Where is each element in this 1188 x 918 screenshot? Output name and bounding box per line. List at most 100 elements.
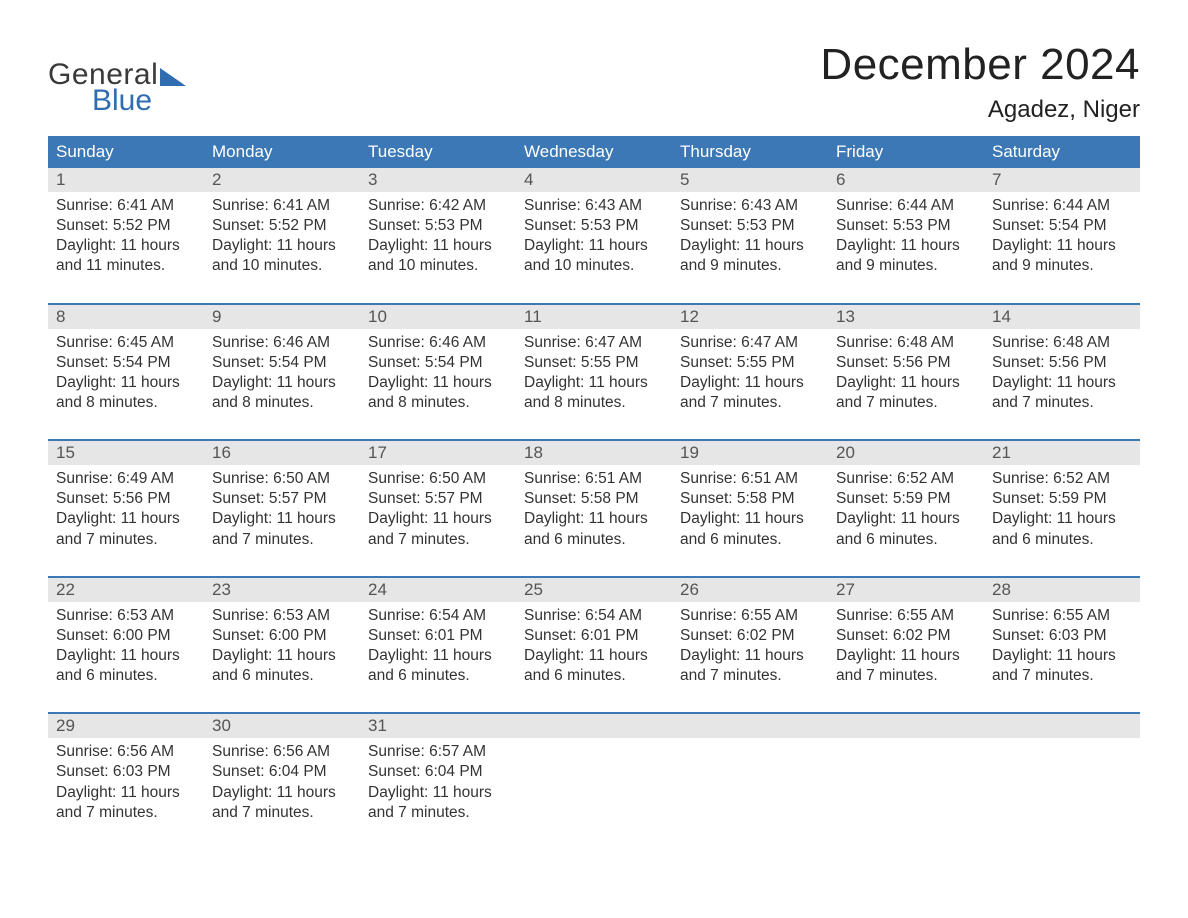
- date-cell: 1: [48, 168, 204, 192]
- day-header-cell: Monday: [204, 136, 360, 168]
- sunset-line: Sunset: 5:53 PM: [680, 216, 820, 236]
- week-block: 1234567Sunrise: 6:41 AMSunset: 5:52 PMDa…: [48, 168, 1140, 277]
- detail-cell: Sunrise: 6:55 AMSunset: 6:03 PMDaylight:…: [984, 602, 1140, 687]
- detail-cell: Sunrise: 6:54 AMSunset: 6:01 PMDaylight:…: [516, 602, 672, 687]
- detail-cell: Sunrise: 6:43 AMSunset: 5:53 PMDaylight:…: [516, 192, 672, 277]
- detail-cell: Sunrise: 6:53 AMSunset: 6:00 PMDaylight:…: [48, 602, 204, 687]
- daylight-line: Daylight: 11 hours and 6 minutes.: [524, 646, 664, 686]
- date-cell: 8: [48, 305, 204, 329]
- daylight-line: Daylight: 11 hours and 8 minutes.: [524, 373, 664, 413]
- detail-cell: Sunrise: 6:44 AMSunset: 5:54 PMDaylight:…: [984, 192, 1140, 277]
- daylight-line: Daylight: 11 hours and 6 minutes.: [212, 646, 352, 686]
- detail-cell: Sunrise: 6:51 AMSunset: 5:58 PMDaylight:…: [672, 465, 828, 550]
- sunset-line: Sunset: 5:54 PM: [212, 353, 352, 373]
- sunset-line: Sunset: 5:53 PM: [524, 216, 664, 236]
- date-row: 1234567: [48, 168, 1140, 192]
- daylight-line: Daylight: 11 hours and 8 minutes.: [56, 373, 196, 413]
- detail-cell: Sunrise: 6:47 AMSunset: 5:55 PMDaylight:…: [516, 329, 672, 414]
- detail-cell: Sunrise: 6:48 AMSunset: 5:56 PMDaylight:…: [828, 329, 984, 414]
- sunset-line: Sunset: 5:55 PM: [524, 353, 664, 373]
- detail-cell: Sunrise: 6:55 AMSunset: 6:02 PMDaylight:…: [828, 602, 984, 687]
- sunrise-line: Sunrise: 6:48 AM: [836, 333, 976, 353]
- sunrise-line: Sunrise: 6:50 AM: [212, 469, 352, 489]
- sunrise-line: Sunrise: 6:43 AM: [680, 196, 820, 216]
- date-row: 15161718192021: [48, 441, 1140, 465]
- sunrise-line: Sunrise: 6:46 AM: [212, 333, 352, 353]
- detail-cell: Sunrise: 6:53 AMSunset: 6:00 PMDaylight:…: [204, 602, 360, 687]
- daylight-line: Daylight: 11 hours and 7 minutes.: [56, 783, 196, 823]
- sunrise-line: Sunrise: 6:53 AM: [56, 606, 196, 626]
- sunrise-line: Sunrise: 6:46 AM: [368, 333, 508, 353]
- detail-cell: Sunrise: 6:49 AMSunset: 5:56 PMDaylight:…: [48, 465, 204, 550]
- date-cell: 10: [360, 305, 516, 329]
- sunrise-line: Sunrise: 6:55 AM: [680, 606, 820, 626]
- detail-cell: Sunrise: 6:55 AMSunset: 6:02 PMDaylight:…: [672, 602, 828, 687]
- detail-row: Sunrise: 6:49 AMSunset: 5:56 PMDaylight:…: [48, 465, 1140, 550]
- date-cell: 6: [828, 168, 984, 192]
- sunrise-line: Sunrise: 6:42 AM: [368, 196, 508, 216]
- sunset-line: Sunset: 5:59 PM: [836, 489, 976, 509]
- daylight-line: Daylight: 11 hours and 7 minutes.: [992, 646, 1132, 686]
- date-cell: [828, 714, 984, 738]
- daylight-line: Daylight: 11 hours and 6 minutes.: [524, 509, 664, 549]
- detail-cell: Sunrise: 6:46 AMSunset: 5:54 PMDaylight:…: [204, 329, 360, 414]
- detail-cell: [984, 738, 1140, 823]
- sunrise-line: Sunrise: 6:41 AM: [212, 196, 352, 216]
- detail-cell: Sunrise: 6:52 AMSunset: 5:59 PMDaylight:…: [984, 465, 1140, 550]
- logo-text-blue: Blue: [92, 84, 152, 118]
- date-row: 891011121314: [48, 305, 1140, 329]
- detail-row: Sunrise: 6:41 AMSunset: 5:52 PMDaylight:…: [48, 192, 1140, 277]
- detail-cell: Sunrise: 6:43 AMSunset: 5:53 PMDaylight:…: [672, 192, 828, 277]
- date-cell: 4: [516, 168, 672, 192]
- sunrise-line: Sunrise: 6:47 AM: [524, 333, 664, 353]
- day-header-cell: Sunday: [48, 136, 204, 168]
- sunrise-line: Sunrise: 6:51 AM: [680, 469, 820, 489]
- detail-row: Sunrise: 6:45 AMSunset: 5:54 PMDaylight:…: [48, 329, 1140, 414]
- detail-cell: [828, 738, 984, 823]
- date-cell: 21: [984, 441, 1140, 465]
- date-cell: 26: [672, 578, 828, 602]
- sunset-line: Sunset: 5:52 PM: [56, 216, 196, 236]
- date-cell: 24: [360, 578, 516, 602]
- detail-cell: Sunrise: 6:46 AMSunset: 5:54 PMDaylight:…: [360, 329, 516, 414]
- sunset-line: Sunset: 6:04 PM: [368, 762, 508, 782]
- daylight-line: Daylight: 11 hours and 6 minutes.: [680, 509, 820, 549]
- sunrise-line: Sunrise: 6:56 AM: [56, 742, 196, 762]
- sunrise-line: Sunrise: 6:55 AM: [992, 606, 1132, 626]
- daylight-line: Daylight: 11 hours and 7 minutes.: [368, 509, 508, 549]
- sunset-line: Sunset: 5:53 PM: [368, 216, 508, 236]
- title-block: December 2024 Agadez, Niger: [820, 40, 1140, 124]
- date-cell: 15: [48, 441, 204, 465]
- date-cell: 31: [360, 714, 516, 738]
- logo-triangle-icon: [160, 66, 188, 91]
- date-cell: 12: [672, 305, 828, 329]
- sunrise-line: Sunrise: 6:44 AM: [992, 196, 1132, 216]
- sunrise-line: Sunrise: 6:54 AM: [368, 606, 508, 626]
- daylight-line: Daylight: 11 hours and 7 minutes.: [836, 646, 976, 686]
- date-row: 22232425262728: [48, 578, 1140, 602]
- date-cell: 17: [360, 441, 516, 465]
- sunset-line: Sunset: 6:01 PM: [524, 626, 664, 646]
- daylight-line: Daylight: 11 hours and 8 minutes.: [212, 373, 352, 413]
- calendar: SundayMondayTuesdayWednesdayThursdayFrid…: [48, 136, 1140, 823]
- date-cell: 22: [48, 578, 204, 602]
- daylight-line: Daylight: 11 hours and 7 minutes.: [56, 509, 196, 549]
- daylight-line: Daylight: 11 hours and 10 minutes.: [212, 236, 352, 276]
- weeks-container: 1234567Sunrise: 6:41 AMSunset: 5:52 PMDa…: [48, 168, 1140, 823]
- detail-row: Sunrise: 6:53 AMSunset: 6:00 PMDaylight:…: [48, 602, 1140, 687]
- date-cell: 27: [828, 578, 984, 602]
- daylight-line: Daylight: 11 hours and 7 minutes.: [368, 783, 508, 823]
- date-cell: 2: [204, 168, 360, 192]
- date-cell: 3: [360, 168, 516, 192]
- detail-cell: [672, 738, 828, 823]
- location: Agadez, Niger: [820, 96, 1140, 124]
- sunset-line: Sunset: 6:04 PM: [212, 762, 352, 782]
- logo: General Blue: [48, 40, 188, 118]
- sunset-line: Sunset: 5:54 PM: [56, 353, 196, 373]
- date-cell: 28: [984, 578, 1140, 602]
- daylight-line: Daylight: 11 hours and 7 minutes.: [212, 783, 352, 823]
- sunrise-line: Sunrise: 6:52 AM: [836, 469, 976, 489]
- sunset-line: Sunset: 5:52 PM: [212, 216, 352, 236]
- daylight-line: Daylight: 11 hours and 7 minutes.: [836, 373, 976, 413]
- date-cell: 19: [672, 441, 828, 465]
